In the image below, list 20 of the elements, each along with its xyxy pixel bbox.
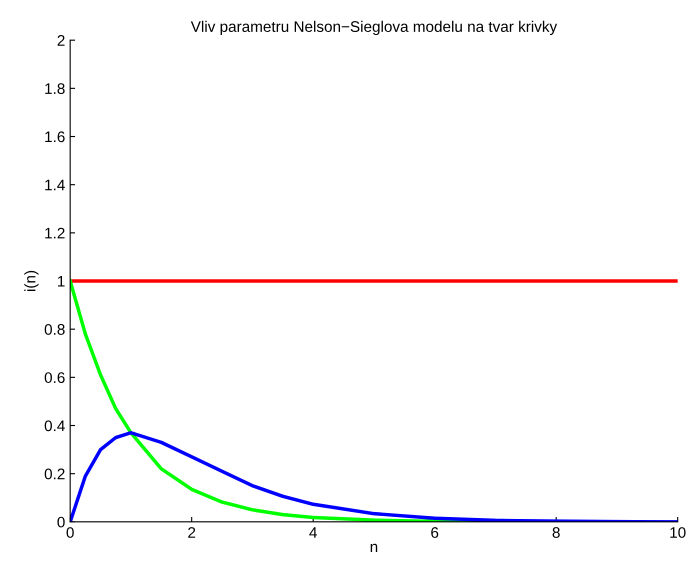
y-tick-label: 1	[58, 276, 65, 287]
y-tick-label: 0	[57, 516, 65, 528]
y-tick-label: 0.6	[44, 372, 65, 384]
y-tick-label: 0.2	[44, 468, 65, 480]
y-axis-title: i(n)	[24, 270, 39, 292]
x-tick-label: 0	[66, 527, 74, 538]
x-tick-label: 8	[552, 527, 560, 538]
x-tick-label: 4	[309, 527, 317, 538]
x-tick-label: 2	[188, 527, 196, 538]
x-tick-label: 10	[670, 527, 686, 538]
chart-title: Vliv parametru Nelson−Sieglova modelu na tvar krivky	[190, 20, 558, 36]
y-tick-label: 1.8	[45, 83, 65, 94]
y-tick-label: 1.2	[45, 228, 65, 238]
y-tick-label: 2	[58, 35, 65, 46]
y-tick-label: 1.6	[45, 131, 65, 142]
y-tick-label: 1.4	[45, 180, 65, 190]
x-axis-title: n	[370, 544, 378, 552]
y-tick-label: 0.4	[44, 420, 65, 432]
y-tick-label: 0.8	[44, 324, 65, 335]
x-tick-label: 6	[431, 527, 438, 538]
